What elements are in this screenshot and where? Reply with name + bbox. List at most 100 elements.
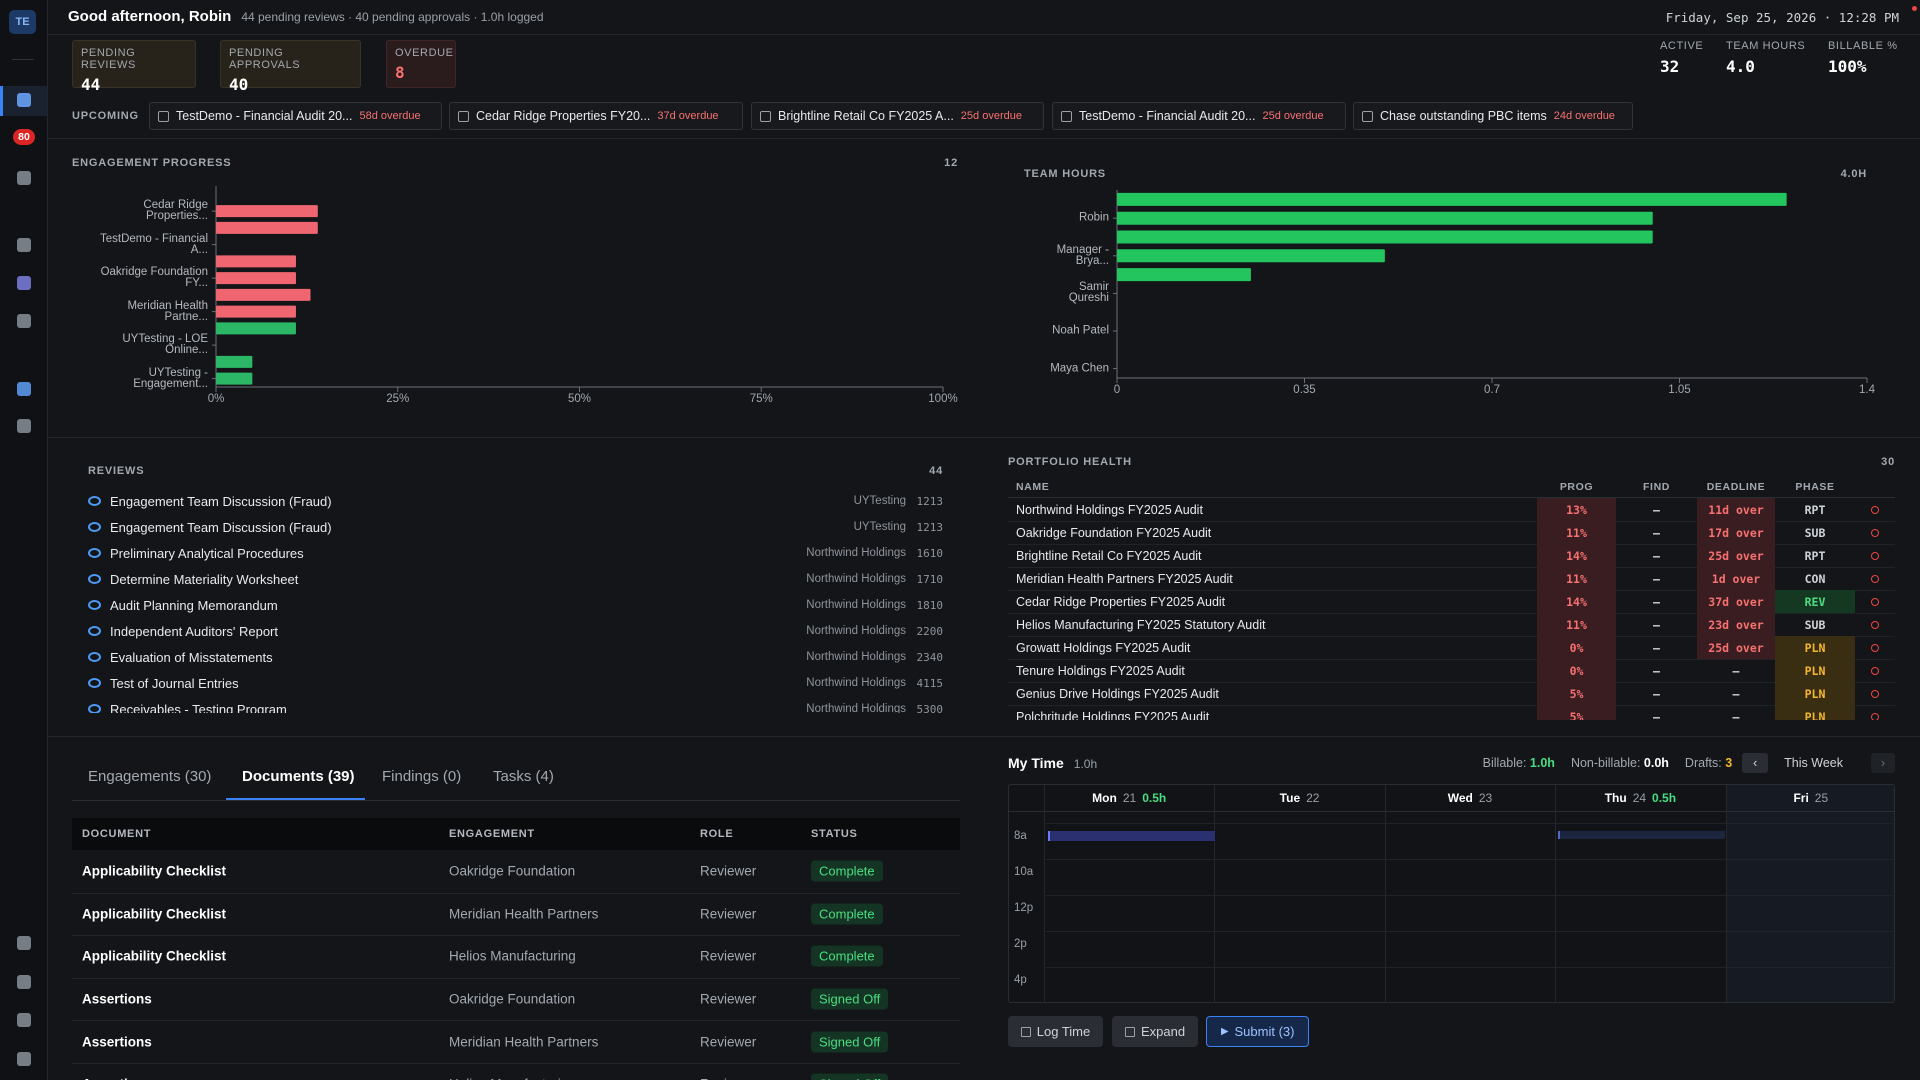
x-tick-label: 0.7	[1484, 384, 1500, 396]
time-entry[interactable]	[1558, 831, 1725, 839]
document-row[interactable]: Applicability Checklist Meridian Health P…	[72, 893, 960, 937]
stat-card: PENDING REVIEWS 44	[72, 40, 196, 94]
role: Reviewer	[700, 1077, 756, 1080]
eye-icon	[88, 678, 101, 688]
action-button[interactable]: Log Time	[1008, 1016, 1103, 1047]
portfolio-row[interactable]: Northwind Holdings FY2025 Audit 13% – 11d o…	[1008, 498, 1895, 522]
bar	[1117, 268, 1251, 282]
day-date: 25	[1814, 791, 1829, 805]
nav-icon[interactable]	[17, 93, 31, 107]
next-week[interactable]: ›	[1871, 753, 1895, 773]
review-name: Receivables - Testing Program	[110, 701, 287, 714]
review-row[interactable]: Test of Journal Entries Northwind Holding…	[86, 670, 943, 696]
review-row[interactable]: Evaluation of Misstatements Northwind Hol…	[86, 644, 943, 670]
portfolio-row[interactable]: Helios Manufacturing FY2025 Statutory Au…	[1008, 613, 1895, 637]
button-label: Submit (3)	[1234, 1024, 1295, 1039]
nav-icon[interactable]	[17, 1052, 31, 1066]
column-header: DEADLINE	[1706, 480, 1766, 493]
section-title: PORTFOLIO HEALTH	[1008, 456, 1132, 468]
document-row[interactable]: Applicability Checklist Oakridge Foundati…	[72, 850, 960, 894]
findings: –	[1653, 548, 1660, 563]
time-entry[interactable]	[1048, 831, 1215, 841]
review-name: Evaluation of Misstatements	[110, 649, 273, 665]
upcoming-item[interactable]: Brightline Retail Co FY2025 A... 25d over…	[751, 102, 1044, 130]
bar	[216, 255, 296, 268]
tab[interactable]: Tasks (4)	[493, 768, 554, 785]
phase: PLN	[1775, 705, 1855, 720]
nav-icon[interactable]	[17, 314, 31, 328]
review-row[interactable]: Preliminary Analytical Procedures Northwi…	[86, 540, 943, 566]
nav-icon[interactable]	[17, 276, 31, 290]
review-name: Audit Planning Memorandum	[110, 597, 278, 613]
status-ring	[1871, 712, 1879, 720]
day-name: Mon	[1092, 791, 1117, 805]
upcoming-item[interactable]: TestDemo - Financial Audit 20... 58d over…	[149, 102, 442, 130]
nav-icon[interactable]	[17, 238, 31, 252]
header-line	[1009, 811, 1894, 812]
portfolio-row[interactable]: Growatt Holdings FY2025 Audit 0% – 25d over…	[1008, 636, 1895, 660]
greeting: Good afternoon, Robin	[68, 8, 232, 25]
portfolio-row[interactable]: Meridian Health Partners FY2025 Audit 11%…	[1008, 567, 1895, 591]
portfolio-row[interactable]: Genius Drive Holdings FY2025 Audit 5% – – PL…	[1008, 682, 1895, 706]
document: Applicability Checklist	[82, 906, 227, 922]
portfolio-row[interactable]: Oakridge Foundation FY2025 Audit 11% – 17d …	[1008, 521, 1895, 545]
nav-icon[interactable]	[17, 382, 31, 396]
upcoming-item[interactable]: Chase outstanding PBC items 24d overdue	[1353, 102, 1633, 130]
progress: 5%	[1537, 682, 1616, 705]
review-row[interactable]: Engagement Team Discussion (Fraud) UYTest…	[86, 514, 943, 540]
document-row[interactable]: Applicability Checklist Helios Manufactur…	[72, 935, 960, 979]
time-label: 10a	[1014, 866, 1034, 878]
upcoming-item[interactable]: Cedar Ridge Properties FY20... 37d overdu…	[449, 102, 743, 130]
y-tick-label: UYTesting - LOE Online...	[122, 333, 208, 357]
review-row[interactable]: Determine Materiality Worksheet Northwind…	[86, 566, 943, 592]
upcoming-item[interactable]: TestDemo - Financial Audit 20... 25d over…	[1052, 102, 1346, 130]
summary-stat-value: 32	[1660, 57, 1680, 76]
deadline: 1d over	[1697, 567, 1775, 590]
review-client: Northwind Holdings	[806, 651, 906, 663]
tab[interactable]: Engagements (30)	[88, 768, 212, 785]
nav-icon[interactable]	[17, 171, 31, 185]
sidebar	[0, 0, 48, 1080]
role: Reviewer	[700, 991, 757, 1007]
action-button[interactable]: Expand	[1112, 1016, 1198, 1047]
portfolio-row[interactable]: Brightline Retail Co FY2025 Audit 14% – 25d…	[1008, 544, 1895, 568]
x-tick-label: 1.4	[1859, 384, 1876, 396]
tab-underline	[226, 798, 365, 800]
status-ring	[1871, 666, 1879, 675]
portfolio-row[interactable]: Tenure Holdings FY2025 Audit 0% – – PLN	[1008, 659, 1895, 683]
prev-week[interactable]: ‹	[1742, 753, 1769, 773]
portfolio-row[interactable]: Polchritude Holdings FY2025 Audit 5% – – PLN	[1008, 705, 1895, 720]
review-id: 1710	[916, 572, 944, 586]
document-row[interactable]: Assertions Helios Manufacturing Reviewer Si…	[72, 1063, 960, 1080]
findings: –	[1653, 525, 1660, 540]
nav-icon[interactable]	[17, 1013, 31, 1027]
nav-icon[interactable]	[17, 419, 31, 433]
tab[interactable]: Findings (0)	[382, 768, 462, 785]
role: Reviewer	[700, 1034, 757, 1050]
review-row[interactable]: Independent Auditors' Report Northwind Ho…	[86, 618, 943, 644]
review-row[interactable]: Receivables - Testing Program Northwind H…	[86, 696, 943, 713]
metric-value: 3	[1725, 756, 1733, 770]
findings: –	[1653, 663, 1660, 678]
nav-icon[interactable]	[17, 936, 31, 950]
tab[interactable]: Documents (39)	[242, 768, 355, 785]
status-cell	[1855, 521, 1895, 544]
upcoming-due: 25d overdue	[1262, 110, 1324, 122]
day-date: 22	[1306, 791, 1320, 805]
portfolio-row[interactable]: Cedar Ridge Properties FY2025 Audit 14% – 3…	[1008, 590, 1895, 614]
review-row[interactable]: Engagement Team Discussion (Fraud) UYTest…	[86, 488, 943, 514]
document-row[interactable]: Assertions Meridian Health Partners Review…	[72, 1020, 960, 1064]
review-client: Northwind Holdings	[806, 573, 906, 585]
summary-stat-label: TEAM HOURS	[1726, 40, 1806, 52]
upcoming-due: 58d overdue	[359, 110, 421, 122]
button-label: Expand	[1140, 1024, 1186, 1039]
review-row[interactable]: Audit Planning Memorandum Northwind Holdi…	[86, 592, 943, 618]
calendar-icon	[158, 110, 169, 122]
action-button[interactable]: Submit (3)	[1206, 1016, 1309, 1047]
nav-icon[interactable]	[17, 975, 31, 989]
findings: –	[1653, 709, 1660, 721]
document-row[interactable]: Assertions Oakridge Foundation Reviewer Sig…	[72, 978, 960, 1022]
button-icon	[1124, 1026, 1135, 1037]
document: Assertions	[82, 991, 152, 1007]
